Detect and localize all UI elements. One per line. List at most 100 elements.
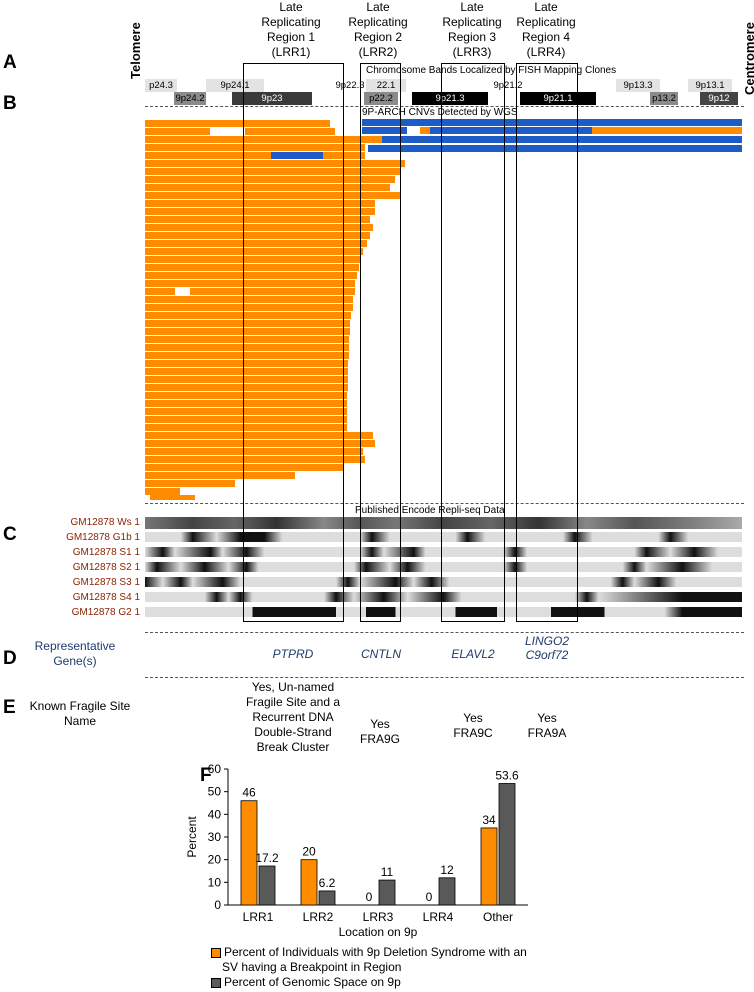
- cnv-bar: [145, 128, 210, 135]
- repliseq-track-s3: [145, 577, 742, 587]
- cnv-bar: [145, 352, 349, 359]
- band-9p21-2: 9p21.2: [488, 79, 528, 92]
- cnv-bar: [145, 240, 367, 247]
- lrr4-header: Late Replicating Region 4 (LRR4): [516, 0, 576, 59]
- panel-label-a: A: [3, 52, 17, 73]
- cnv-bar: [145, 192, 400, 199]
- repliseq-track-g2: [145, 607, 742, 617]
- bar-genomic-lrr4: [438, 877, 456, 906]
- cnv-bar: [145, 232, 370, 239]
- gene-c9orf72: C9orf72: [525, 648, 569, 662]
- cnv-bar: [145, 448, 363, 455]
- lrr1-header: Late Replicating Region 1 (LRR1): [261, 0, 321, 59]
- cnv-bar: [145, 168, 400, 175]
- repliseq-track-s4: [145, 592, 742, 602]
- lrr2-box: [360, 63, 401, 622]
- repliseq-track-ws: [145, 517, 742, 529]
- cnv-bar: [145, 392, 347, 399]
- panel-label-e: E: [3, 697, 16, 718]
- cnv-bar: [145, 336, 349, 343]
- x-tick-label: Other: [483, 910, 513, 924]
- lrr3-header: Late Replicating Region 3 (LRR3): [442, 0, 502, 59]
- band-p22-2: p22.2: [364, 92, 398, 105]
- bar-genomic-lrr2: [318, 890, 336, 906]
- cnv-bar: [145, 248, 363, 255]
- bar-genomic-lrr1: [258, 865, 276, 906]
- cnv-bar: [430, 127, 592, 134]
- band-9p24-1: 9p24.1: [206, 79, 264, 92]
- repliseq-label-ws: GM12878 Ws 1: [70, 517, 140, 528]
- cnv-bar: [271, 152, 323, 159]
- y-tick-label: 10: [208, 875, 222, 889]
- cnv-bar: [145, 304, 353, 311]
- fragile-site-lrr2: Yes FRA9G: [359, 717, 400, 746]
- cnv-bar: [145, 264, 359, 271]
- repliseq-label-s2: GM12878 S2 1: [72, 562, 140, 573]
- cnv-bar: [382, 136, 742, 143]
- bar-chart: 0 10 20 30 40 50 60 Percent LRR1 46 17.2 LRR2 20 6.2 L…: [185, 762, 528, 939]
- x-tick-label: LRR4: [423, 910, 454, 924]
- band-9p22-3: 9p22.3: [334, 79, 366, 92]
- telomere-label: Telomere: [128, 22, 143, 79]
- panel-a-caption: Chromosome Bands Localized by FISH Mappi…: [366, 65, 617, 76]
- cnv-bar: [145, 488, 180, 495]
- legend-item-individuals: Percent of Individuals with 9p Deletion …: [211, 945, 527, 960]
- panel-label-d: D: [3, 648, 17, 669]
- data-label: 11: [381, 865, 394, 879]
- gene-cntln: CNTLN: [360, 647, 401, 661]
- legend-swatch-gray: [211, 978, 221, 988]
- centromere-label: Centromere: [742, 22, 754, 95]
- cnv-bar: [362, 127, 407, 134]
- legend-item-genomic: Percent of Genomic Space on 9p: [211, 975, 401, 990]
- repliseq-track-s2: [145, 562, 742, 572]
- band-9p13-3: 9p13.3: [616, 79, 660, 92]
- cnv-bar: [420, 127, 430, 134]
- cnv-bar: [145, 224, 373, 231]
- fragile-site-lrr1: Yes, Un-named Fragile Site and a Recurrent…: [245, 680, 341, 754]
- x-axis-label: Location on 9p: [339, 925, 418, 939]
- band-9p24-2: 9p24.2: [174, 92, 206, 105]
- cnv-bar: [145, 200, 375, 207]
- repliseq-label-g1b: GM12878 G1b 1: [66, 532, 140, 543]
- band-p24-3: p24.3: [145, 79, 177, 92]
- cnv-bar: [145, 416, 347, 423]
- cnv-bar: [145, 136, 370, 143]
- cnv-bar: [145, 312, 351, 319]
- cnv-bar: [145, 424, 347, 431]
- bar-individuals-lrr2: [300, 859, 318, 906]
- band-9p21-3: 9p21.3: [412, 92, 488, 105]
- cnv-bar: [145, 408, 347, 415]
- data-label: 17.2: [255, 851, 279, 865]
- x-tick-label: LRR3: [363, 910, 394, 924]
- data-label: 46: [242, 786, 256, 800]
- bar-genomic-other: [498, 783, 516, 906]
- x-tick-label: LRR2: [303, 910, 334, 924]
- cnv-bar: [145, 176, 395, 183]
- cnv-bar: [145, 480, 235, 487]
- representative-genes-header: Representative Gene(s): [34, 639, 116, 668]
- legend-swatch-orange: [211, 948, 221, 958]
- cnv-bar: [323, 152, 365, 159]
- data-label: 0: [426, 890, 433, 904]
- y-axis-label: Percent: [185, 816, 199, 858]
- cnv-bar: [145, 280, 355, 287]
- band-9p12: 9p12: [700, 92, 738, 105]
- y-tick-label: 40: [208, 807, 222, 821]
- separator-c: [145, 632, 744, 633]
- cnv-bar: [145, 152, 271, 159]
- x-tick-label: LRR1: [243, 910, 274, 924]
- cnv-bar: [145, 432, 373, 439]
- fragile-site-lrr4: Yes FRA9A: [527, 711, 567, 740]
- cnv-bar: [145, 216, 370, 223]
- y-tick-label: 50: [208, 785, 222, 799]
- data-label: 20: [302, 845, 316, 859]
- cnv-bar: [145, 400, 347, 407]
- band-22-1: 22.1: [366, 79, 406, 92]
- lrr2-header: Late Replicating Region 2 (LRR2): [348, 0, 408, 59]
- cnv-bar: [368, 145, 742, 152]
- repliseq-label-s4: GM12878 S4 1: [72, 592, 140, 603]
- repliseq-label-g2: GM12878 G2 1: [71, 607, 140, 618]
- y-tick-label: 20: [208, 853, 222, 867]
- cnv-bar: [592, 127, 742, 134]
- cnv-bar: [145, 360, 348, 367]
